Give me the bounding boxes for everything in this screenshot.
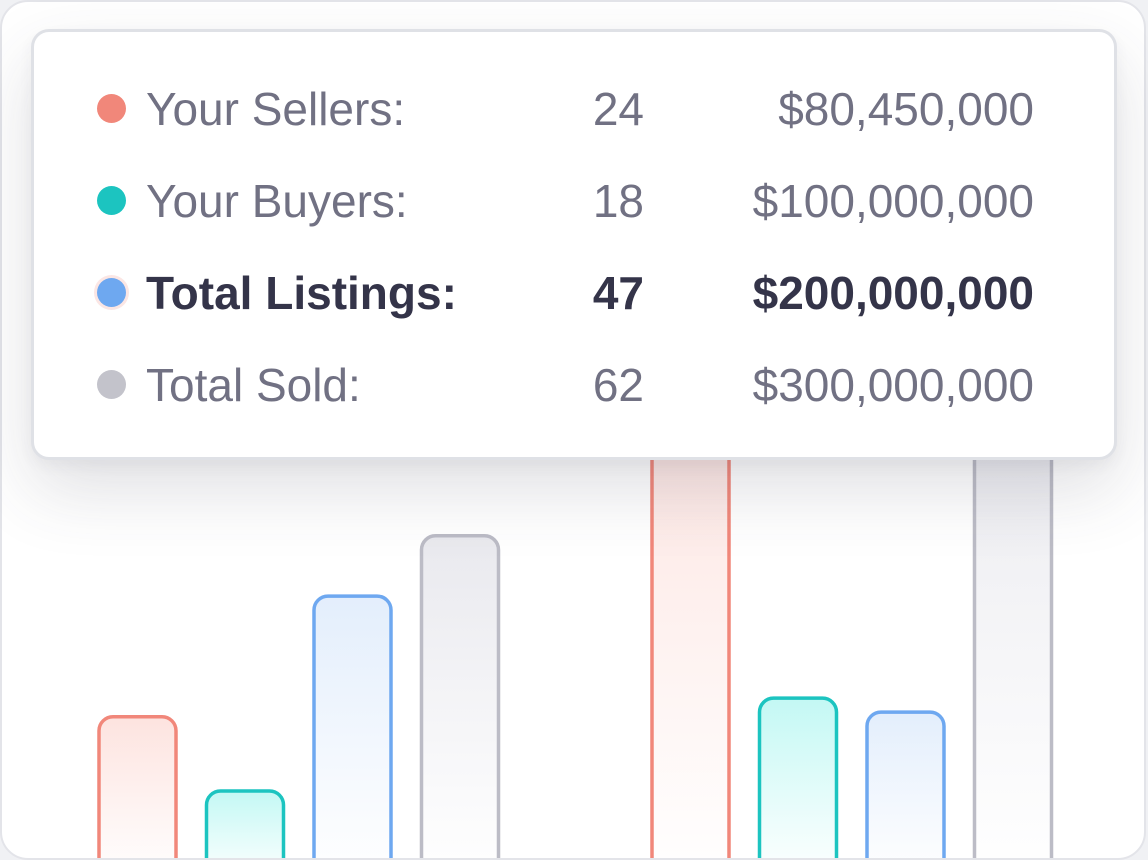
bar-your-buyers-group-1[interactable] [204, 789, 286, 860]
total-sold-legend-dot [97, 370, 126, 399]
bar-your-buyers-group-2[interactable] [757, 696, 839, 860]
bar-total-listings-group-1[interactable] [312, 594, 393, 860]
tooltip-row-total-listings: Total Listings: 47 $200,000,000 [34, 263, 1114, 323]
your-sellers-legend-dot [97, 94, 126, 123]
tooltip-amount: $300,000,000 [752, 359, 1034, 411]
tooltip-label: Total Sold: [146, 359, 361, 411]
tooltip-count: 24 [592, 83, 644, 135]
tooltip-count: 18 [592, 175, 644, 227]
tooltip-amount: $200,000,000 [752, 267, 1034, 319]
tooltip-row-your-sellers: Your Sellers: 24 $80,450,000 [34, 79, 1114, 139]
bar-total-sold-group-1[interactable] [419, 534, 501, 860]
tooltip-amount: $80,450,000 [778, 83, 1034, 135]
tooltip-label: Total Listings: [146, 267, 457, 319]
tooltip-count: 62 [592, 359, 644, 411]
tooltip-amount: $100,000,000 [752, 175, 1034, 227]
total-listings-legend-dot [97, 278, 126, 307]
tooltip-row-your-buyers: Your Buyers: 18 $100,000,000 [34, 171, 1114, 231]
bar-total-listings-group-2[interactable] [865, 710, 946, 860]
tooltip-row-total-sold: Total Sold: 62 $300,000,000 [34, 355, 1114, 415]
tooltip-label: Your Sellers: [146, 83, 406, 135]
tooltip-count: 47 [592, 267, 644, 319]
your-buyers-legend-dot [97, 186, 126, 215]
tooltip-label: Your Buyers: [146, 175, 408, 227]
chart-tooltip: Your Sellers: 24 $80,450,000 Your Buyers… [31, 29, 1117, 460]
bar-your-sellers-group-1[interactable] [97, 714, 178, 860]
